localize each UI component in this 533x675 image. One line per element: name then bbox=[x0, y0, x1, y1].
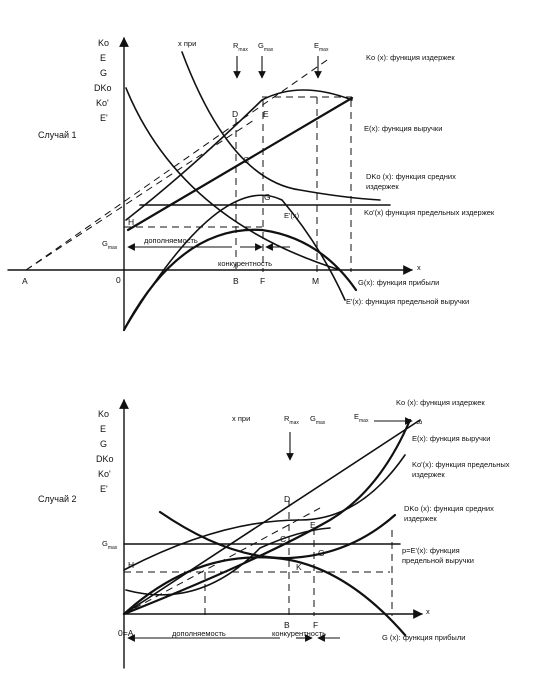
case1-point-b: B bbox=[233, 276, 239, 286]
case1-dko-label: DKo (x): функция средних издержек bbox=[366, 172, 456, 191]
case1-point-c: C bbox=[243, 155, 249, 165]
case1-y-label-ko: Ko bbox=[98, 38, 109, 48]
case1-y-label-dko: DKo bbox=[94, 83, 112, 93]
case1-r-max-label: Rmax bbox=[233, 41, 248, 53]
case2-g-max-axis-label: Gmax bbox=[102, 539, 118, 551]
case1-point-m: M bbox=[312, 276, 319, 286]
case2-ko-label: Ko (x): функция издержек bbox=[396, 398, 485, 407]
case1-point-h: H bbox=[128, 217, 134, 227]
case1-ko-prime-steep-curve bbox=[125, 87, 341, 271]
case1-title: Случай 1 bbox=[38, 130, 76, 140]
case2-complementarity-label: дополняемость bbox=[172, 629, 226, 638]
case1-complementarity-label: дополняемость bbox=[144, 236, 198, 245]
case2-y-label-g: G bbox=[100, 439, 107, 449]
case1-point-o: 0 bbox=[116, 275, 121, 285]
case2-y-label-ko-prime: Ko' bbox=[98, 469, 111, 479]
case2-point-g: G bbox=[318, 548, 325, 558]
case1-g-max-axis-label: Gmax bbox=[102, 239, 118, 251]
case1-point-d: D bbox=[232, 109, 238, 119]
case2-dko-label: DKo (x): функция средних издержек bbox=[404, 504, 494, 523]
case2-dko-curve bbox=[158, 510, 397, 560]
case2-ko-prime-curve bbox=[123, 454, 406, 571]
case1-point-g: G bbox=[264, 192, 271, 202]
case2-ko-prime-label: Ko'(x): функция предельных издержек bbox=[412, 460, 510, 479]
case1-y-label-ko-prime: Ko' bbox=[96, 98, 109, 108]
case1-ko-prime-label: Ko'(x) функция предельных издержек bbox=[364, 208, 495, 217]
case2-point-h: H bbox=[128, 560, 134, 570]
case2-infinity-symbol: ∞ bbox=[416, 417, 422, 427]
case1-concurrency-label: конкурентность bbox=[218, 259, 272, 268]
case2-p-label-box: p=E'(x): функция предельной выручки bbox=[402, 546, 474, 565]
case1-y-label-e-prime: E' bbox=[100, 113, 108, 123]
case1-g-label: G(x): функция прибыли bbox=[358, 278, 439, 287]
case2-y-label-e-prime: E' bbox=[100, 484, 108, 494]
case2-point-b: B bbox=[284, 620, 290, 630]
case2-p-label: p=E'(x): функция предельной выручки bbox=[402, 546, 474, 565]
case2-e-label: E(x): функция выручки bbox=[412, 434, 490, 443]
case2-e-curve bbox=[123, 419, 421, 615]
case1-e-prime-curve bbox=[123, 194, 346, 331]
case1-e-prime-label-box: E'(x): функция предельной выручки bbox=[346, 297, 470, 306]
case2-x-axis-label: x bbox=[426, 607, 430, 616]
case1-ko-label: Ko (x): функция издержек bbox=[366, 53, 455, 62]
case2-panel: Ko E G DKo Ko' E' Случай 2 x x при Rmax … bbox=[38, 398, 510, 669]
case2-y-label-ko: Ko bbox=[98, 409, 109, 419]
case1-e-prime-label: E'(x): функция предельной выручки bbox=[346, 297, 470, 306]
case1-x-axis-label: x bbox=[417, 263, 421, 272]
case1-point-f: F bbox=[260, 276, 265, 286]
case2-point-d: D bbox=[284, 494, 290, 504]
case2-g-max-label: Gmax bbox=[310, 414, 326, 426]
case1-x-at-label: x при bbox=[178, 39, 196, 48]
case1-dko-curve bbox=[181, 51, 381, 201]
case1-tangent-line bbox=[25, 57, 331, 271]
case1-e-prime-short-label: E'(x) bbox=[284, 211, 300, 220]
case1-point-a: A bbox=[22, 276, 28, 286]
case1-ko-prime-label-box: Ko'(x) функция предельных издержек bbox=[364, 208, 495, 217]
case2-ko-curve bbox=[122, 418, 412, 616]
case2-title: Случай 2 bbox=[38, 494, 76, 504]
case2-point-k: K bbox=[296, 562, 302, 572]
case2-dko-label-box: DKo (x): функция средних издержек bbox=[404, 504, 494, 523]
case2-aux-curve bbox=[125, 527, 331, 596]
case2-point-origin: 0=A bbox=[118, 628, 134, 638]
case2-r-max-label: Rmax bbox=[284, 414, 299, 426]
case2-concurrency-label: конкурентность bbox=[272, 629, 326, 638]
case2-point-f: F bbox=[313, 620, 318, 630]
case1-dko-label-box: DKo (x): функция средних издержек bbox=[366, 172, 456, 191]
case1-point-e: E bbox=[263, 109, 269, 119]
case1-ray-line bbox=[25, 119, 255, 271]
case2-y-label-e: E bbox=[100, 424, 106, 434]
case2-g-label: G (x): функция прибыли bbox=[382, 633, 465, 642]
case2-e-max-label: Emax bbox=[354, 412, 369, 424]
case1-e-max-label: Emax bbox=[314, 41, 329, 53]
case2-point-c: C bbox=[280, 534, 286, 544]
case2-g-curve bbox=[122, 556, 407, 637]
case1-ko-curve bbox=[126, 96, 354, 232]
case2-y-label-dko: DKo bbox=[96, 454, 114, 464]
case1-y-label-e: E bbox=[100, 53, 106, 63]
case1-g-max-label: Gmax bbox=[258, 41, 274, 53]
case1-e-label: E(x): функция выручки bbox=[364, 124, 442, 133]
case1-e-curve bbox=[125, 89, 353, 221]
case1-panel: Ko E G DKo Ko' E' Случай 1 x x при Rmax … bbox=[7, 37, 495, 332]
case2-ko-prime-label-box: Ko'(x): функция предельных издержек bbox=[412, 460, 510, 479]
case1-y-label-g: G bbox=[100, 68, 107, 78]
case2-x-at-label: x при bbox=[232, 414, 250, 423]
case2-point-e: E bbox=[310, 520, 316, 530]
